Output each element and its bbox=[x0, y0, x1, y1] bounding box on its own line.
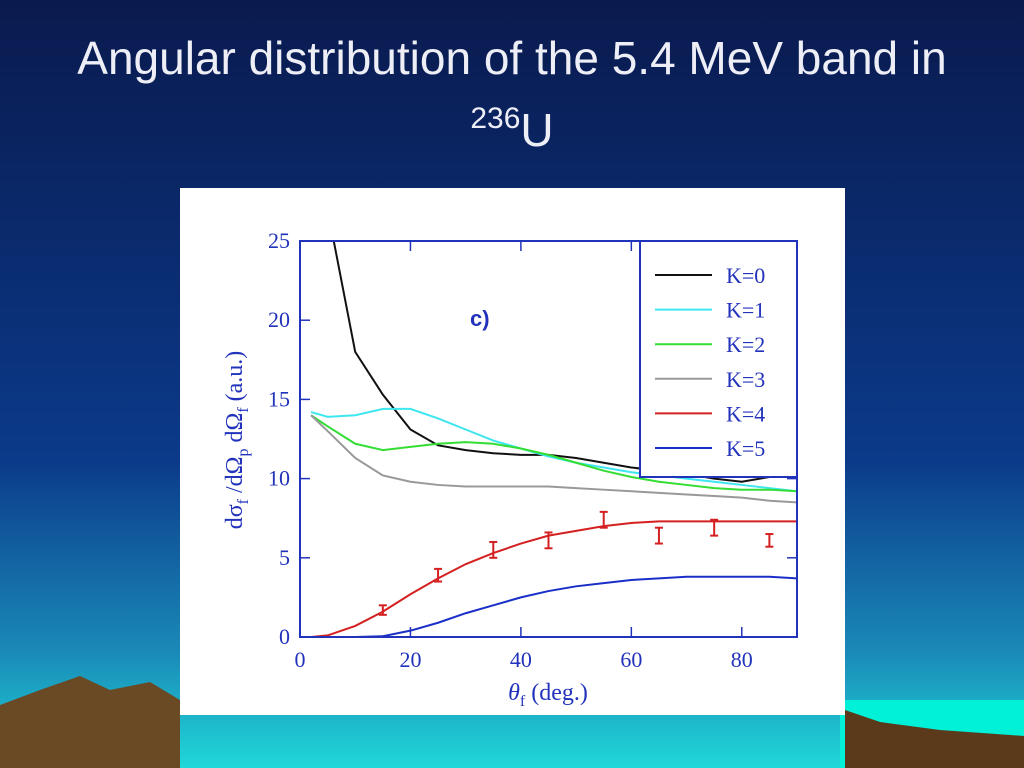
ylabel-part: /dΩ bbox=[222, 457, 248, 500]
ylabel-part: f bbox=[235, 498, 252, 504]
x-tick-label: 40 bbox=[510, 647, 532, 672]
legend-box bbox=[639, 240, 798, 478]
error-bar bbox=[489, 540, 498, 559]
title-part: U bbox=[520, 104, 553, 156]
series-line bbox=[332, 241, 797, 483]
mountains bbox=[0, 676, 180, 768]
error-bar bbox=[544, 531, 553, 550]
xlabel-part: f bbox=[520, 693, 526, 710]
error-bar bbox=[710, 518, 719, 537]
series-line bbox=[310, 407, 797, 493]
y-tick-label: 20 bbox=[268, 307, 290, 332]
ylabel-part: dΩ bbox=[222, 413, 248, 449]
y-tick-label: 5 bbox=[279, 545, 290, 570]
ylabel-part: dσ bbox=[222, 504, 248, 529]
legend-label: K=5 bbox=[726, 436, 765, 461]
series-line bbox=[310, 414, 797, 504]
legend-label: K=1 bbox=[726, 298, 765, 323]
x-tick-label: 60 bbox=[620, 647, 642, 672]
ylabel-part: p bbox=[235, 449, 252, 457]
error-bar bbox=[654, 526, 663, 545]
x-tick-label: 20 bbox=[399, 647, 421, 672]
legend-label: K=2 bbox=[726, 332, 765, 357]
xlabel-part: (deg.) bbox=[525, 680, 588, 706]
xlabel-part: θ bbox=[508, 680, 520, 706]
legend-label: K=3 bbox=[726, 367, 765, 392]
y-tick-label: 10 bbox=[268, 466, 290, 491]
ylabel-part: (a.u.) bbox=[222, 351, 248, 408]
x-tick-label: 80 bbox=[731, 647, 753, 672]
error-bar bbox=[599, 510, 608, 529]
y-tick-label: 0 bbox=[279, 624, 290, 649]
mountains bbox=[845, 710, 1024, 768]
title-part: 236 bbox=[470, 102, 520, 135]
x-tick-label: 0 bbox=[295, 647, 306, 672]
legend-label: K=4 bbox=[726, 401, 765, 426]
series-line bbox=[310, 414, 797, 493]
y-tick-label: 25 bbox=[268, 228, 290, 253]
slide-title: 236U bbox=[470, 102, 553, 156]
y-tick-label: 15 bbox=[268, 386, 290, 411]
annotation: c) bbox=[470, 306, 490, 331]
error-bar bbox=[378, 604, 387, 616]
legend-label: K=0 bbox=[726, 263, 765, 288]
ylabel: dσf /dΩp dΩf (a.u.) bbox=[222, 351, 252, 530]
error-bar bbox=[434, 567, 443, 583]
ylabel-part: f bbox=[235, 407, 252, 413]
xlabel: θf (deg.) bbox=[508, 680, 588, 710]
slide-title: Angular distribution of the 5.4 MeV band… bbox=[77, 32, 946, 84]
error-bar bbox=[765, 533, 774, 548]
